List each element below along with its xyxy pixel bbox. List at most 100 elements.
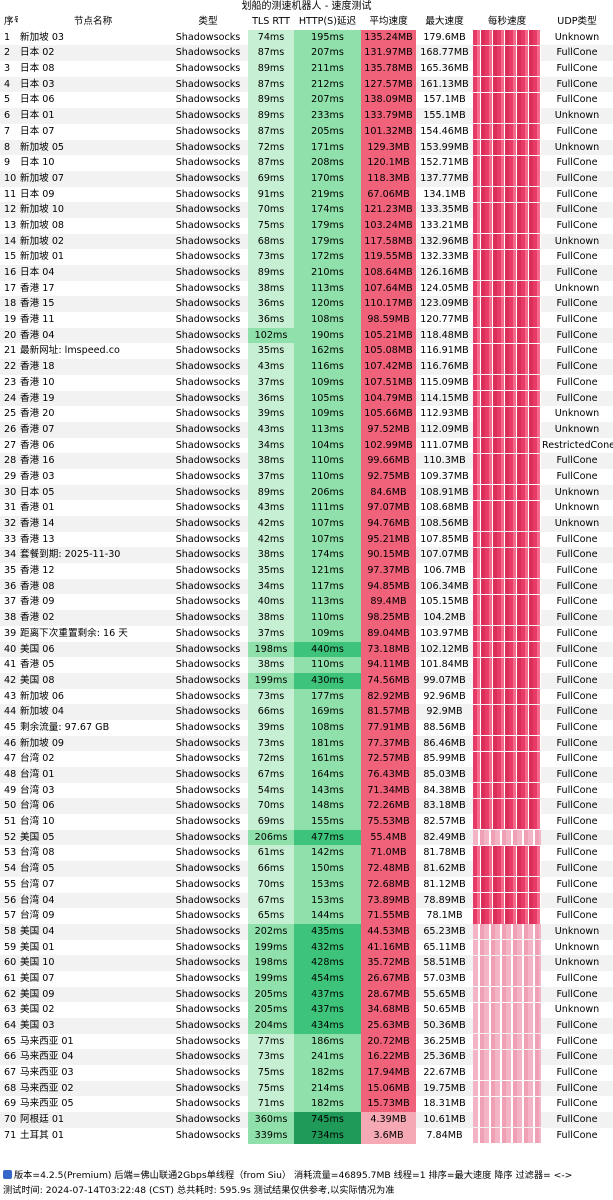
- per-second-speed: [473, 312, 541, 328]
- node-name: 新加坡 02: [18, 233, 168, 250]
- udp-type: FullCone: [541, 672, 613, 689]
- status-footer: 版本=4.2.5(Premium) 后端=佛山联通2Gbps单线程（from S…: [0, 1168, 613, 1200]
- udp-type: FullCone: [541, 767, 613, 783]
- max-speed: 109.37MB: [416, 468, 473, 485]
- avg-speed: 107.64MB: [361, 280, 416, 297]
- per-second-speed: [473, 578, 541, 595]
- speed-sparkline: [473, 830, 541, 846]
- row-index: 17: [0, 280, 18, 297]
- avg-speed: 15.06MB: [361, 1080, 416, 1097]
- node-name: 香港 18: [18, 359, 168, 375]
- row-index: 20: [0, 327, 18, 344]
- max-speed: 10.61MB: [416, 1112, 473, 1128]
- speed-sparkline: [473, 814, 541, 830]
- per-second-speed: [473, 751, 541, 767]
- udp-type: FullCone: [541, 829, 613, 846]
- tls-rtt: 199ms: [248, 672, 294, 689]
- speed-sparkline: [473, 1096, 541, 1112]
- tls-rtt: 70ms: [248, 876, 294, 893]
- max-speed: 108.91MB: [416, 484, 473, 501]
- http-delay: 107ms: [294, 531, 361, 548]
- http-delay: 181ms: [294, 735, 361, 752]
- http-delay: 109ms: [294, 374, 361, 391]
- row-index: 25: [0, 406, 18, 422]
- per-second-speed: [473, 1080, 541, 1097]
- max-speed: 106.34MB: [416, 578, 473, 595]
- avg-speed: 44.53MB: [361, 923, 416, 940]
- avg-speed: 97.07MB: [361, 500, 416, 516]
- per-second-speed: [473, 280, 541, 297]
- max-speed: 85.03MB: [416, 767, 473, 783]
- table-row: 56 台湾 04 Shadowsocks 67ms 153ms 73.89MB 78.89M…: [0, 892, 613, 909]
- udp-type: Unknown: [541, 516, 613, 532]
- table-row: 21 最新网址: lmspeed.co Shadowsocks 35ms 162ms 10…: [0, 343, 613, 360]
- http-delay: 477ms: [294, 829, 361, 846]
- tls-rtt: 35ms: [248, 563, 294, 579]
- tls-rtt: 66ms: [248, 704, 294, 720]
- speed-sparkline: [473, 30, 541, 46]
- column-header-tls-rtt: TLS RTT: [248, 14, 294, 30]
- avg-speed: 20.72MB: [361, 1033, 416, 1050]
- per-second-speed: [473, 155, 541, 171]
- max-speed: 115.09MB: [416, 374, 473, 391]
- row-index: 13: [0, 217, 18, 234]
- max-speed: 82.49MB: [416, 829, 473, 846]
- udp-type: FullCone: [541, 814, 613, 830]
- tls-rtt: 72ms: [248, 751, 294, 767]
- per-second-speed: [473, 406, 541, 422]
- node-name: 套餐到期: 2025-11-30: [18, 547, 168, 564]
- speed-sparkline: [473, 171, 541, 187]
- udp-type: Unknown: [541, 421, 613, 438]
- node-type: Shadowsocks: [168, 641, 248, 658]
- row-index: 66: [0, 1049, 18, 1066]
- row-index: 5: [0, 92, 18, 109]
- per-second-speed: [473, 139, 541, 156]
- udp-type: FullCone: [541, 343, 613, 360]
- avg-speed: 98.59MB: [361, 312, 416, 328]
- http-delay: 110ms: [294, 610, 361, 626]
- http-delay: 121ms: [294, 563, 361, 579]
- http-delay: 108ms: [294, 719, 361, 736]
- speed-sparkline: [473, 92, 541, 108]
- per-second-speed: [473, 233, 541, 250]
- speed-sparkline: [473, 155, 541, 171]
- http-delay: 745ms: [294, 1112, 361, 1128]
- speed-sparkline: [473, 139, 541, 155]
- row-index: 32: [0, 516, 18, 532]
- tls-rtt: 205ms: [248, 986, 294, 1003]
- node-name: 香港 07: [18, 421, 168, 438]
- table-row: 4 日本 03 Shadowsocks 87ms 212ms 127.57MB 161.13…: [0, 76, 613, 93]
- max-speed: 7.84MB: [416, 1127, 473, 1144]
- speed-sparkline: [473, 500, 541, 516]
- per-second-speed: [473, 1033, 541, 1050]
- node-type: Shadowsocks: [168, 390, 248, 407]
- row-index: 52: [0, 829, 18, 846]
- udp-type: FullCone: [541, 861, 613, 877]
- per-second-speed: [473, 704, 541, 720]
- row-index: 61: [0, 970, 18, 987]
- per-second-speed: [473, 29, 541, 46]
- http-delay: 212ms: [294, 76, 361, 93]
- http-delay: 190ms: [294, 327, 361, 344]
- row-index: 42: [0, 672, 18, 689]
- udp-type: FullCone: [541, 625, 613, 642]
- max-speed: 81.62MB: [416, 861, 473, 877]
- node-name: 日本 07: [18, 123, 168, 140]
- row-index: 36: [0, 578, 18, 595]
- tls-rtt: 71ms: [248, 1096, 294, 1113]
- tls-rtt: 67ms: [248, 892, 294, 909]
- tls-rtt: 38ms: [248, 657, 294, 673]
- avg-speed: 97.37MB: [361, 563, 416, 579]
- node-name: 香港 08: [18, 578, 168, 595]
- node-type: Shadowsocks: [168, 92, 248, 109]
- tls-rtt: 39ms: [248, 406, 294, 422]
- node-name: 美国 09: [18, 986, 168, 1003]
- speed-sparkline: [473, 688, 541, 704]
- http-delay: 110ms: [294, 657, 361, 673]
- column-header-max-speed: 最大速度: [416, 14, 473, 30]
- avg-speed: 98.25MB: [361, 610, 416, 626]
- node-type: Shadowsocks: [168, 767, 248, 783]
- node-name: 香港 05: [18, 657, 168, 673]
- table-row: 40 美国 06 Shadowsocks 198ms 440ms 73.18MB 102.1…: [0, 641, 613, 658]
- table-row: 13 新加坡 08 Shadowsocks 75ms 179ms 103.24MB 133.…: [0, 217, 613, 234]
